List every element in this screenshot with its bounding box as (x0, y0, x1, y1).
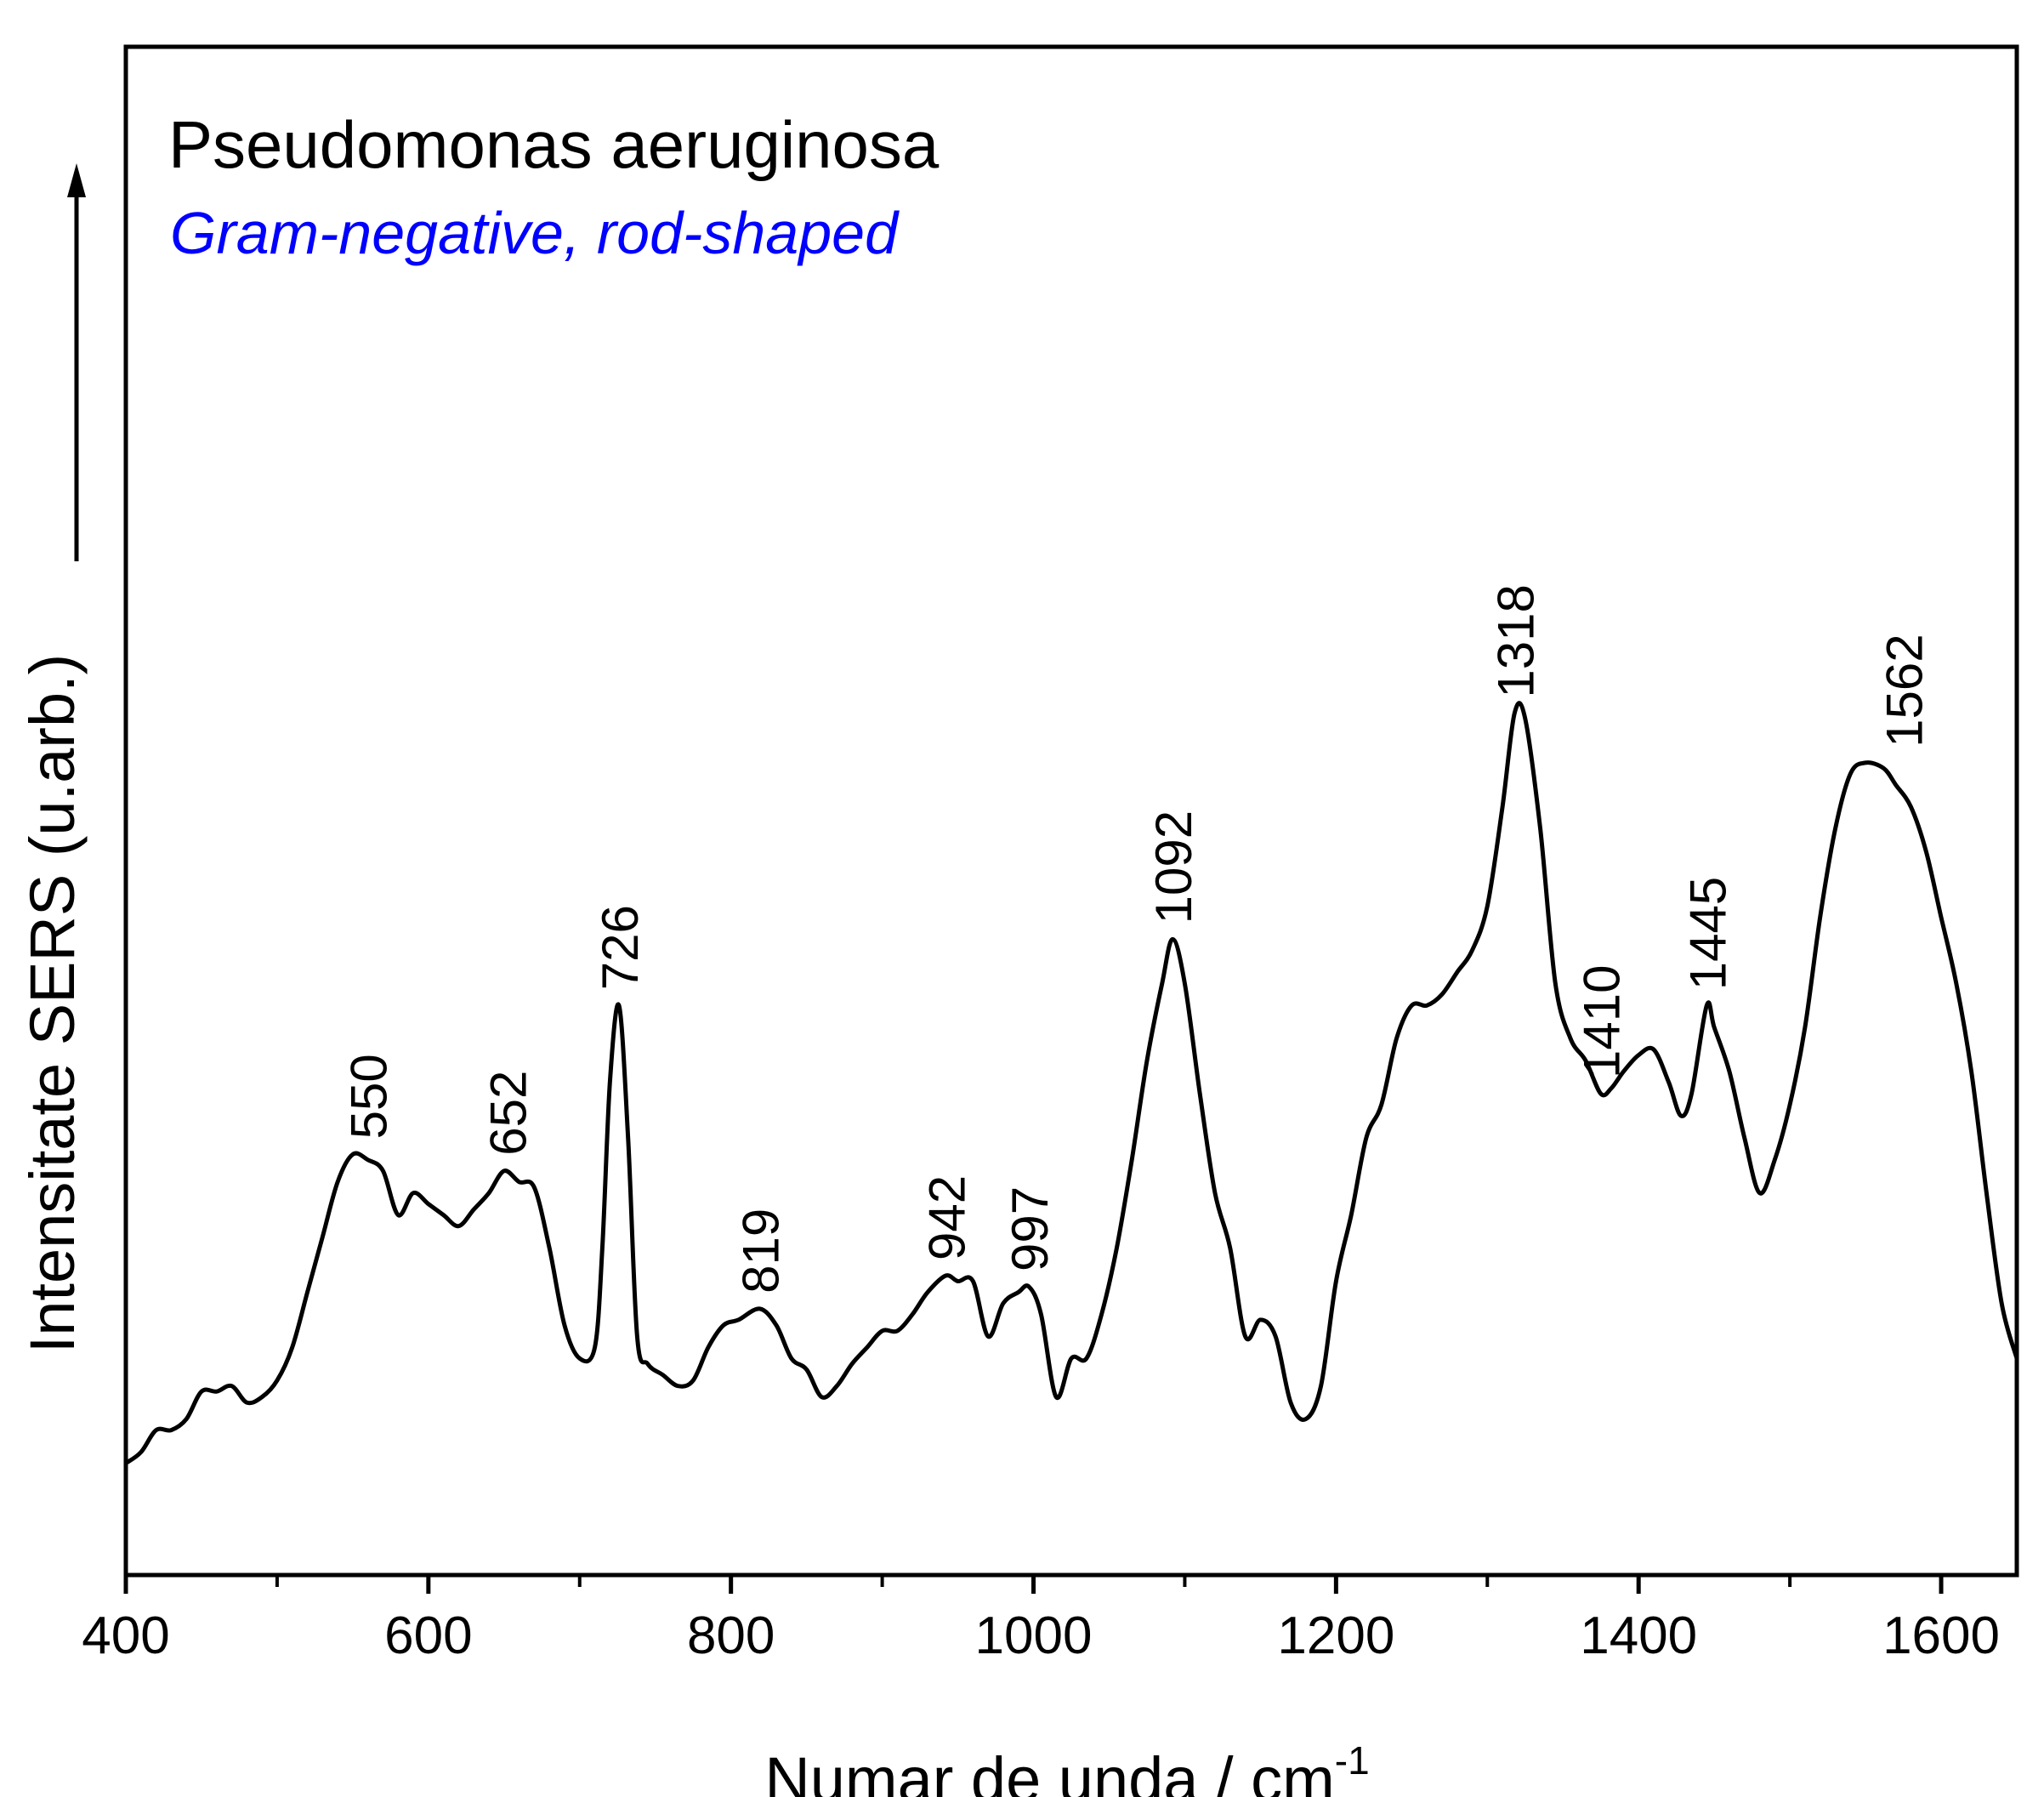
peak-label: 997 (1002, 1186, 1059, 1271)
peak-label: 1410 (1574, 965, 1631, 1078)
x-axis-title: Numar de unda / cm-1 (764, 1738, 1369, 1797)
peak-label: 550 (341, 1054, 398, 1139)
plot-frame (123, 44, 2019, 1578)
peak-label: 1562 (1877, 634, 1933, 747)
x-tick-label: 800 (687, 1606, 775, 1665)
x-tick-label: 1200 (1277, 1606, 1394, 1665)
peak-label: 1092 (1145, 810, 1202, 924)
y-axis-arrow-head (67, 163, 86, 197)
peak-label-layer: 550 652 726 819 942 997 1092 1318 1410 1445 1562 (341, 584, 1933, 1294)
axis-layer: 400 600 800 1000 1200 1400 1600 (82, 44, 2019, 1665)
x-axis-title-superscript: -1 (1335, 1738, 1370, 1783)
x-tick-label: 1400 (1580, 1606, 1697, 1665)
peak-label: 1445 (1679, 877, 1736, 990)
spectrum-line (124, 701, 2019, 1465)
peak-label: 652 (480, 1071, 537, 1156)
chart-title: Pseudomonas aeruginosa (168, 107, 940, 182)
x-tick-label: 600 (384, 1606, 472, 1665)
peak-label: 942 (918, 1175, 975, 1260)
x-axis-title-main: Numar de unda / cm (764, 1744, 1334, 1797)
peak-label: 819 (733, 1208, 790, 1294)
x-tick-label: 1600 (1882, 1606, 2000, 1665)
peak-label: 1318 (1487, 584, 1544, 697)
x-tick-label: 400 (82, 1606, 169, 1665)
chart-subtitle: Gram-negative, rod-shaped (170, 200, 900, 266)
y-axis-title: Intensitate SERS (u.arb.) (17, 654, 88, 1354)
x-tick-label: 1000 (975, 1606, 1093, 1665)
peak-label: 726 (592, 905, 649, 990)
